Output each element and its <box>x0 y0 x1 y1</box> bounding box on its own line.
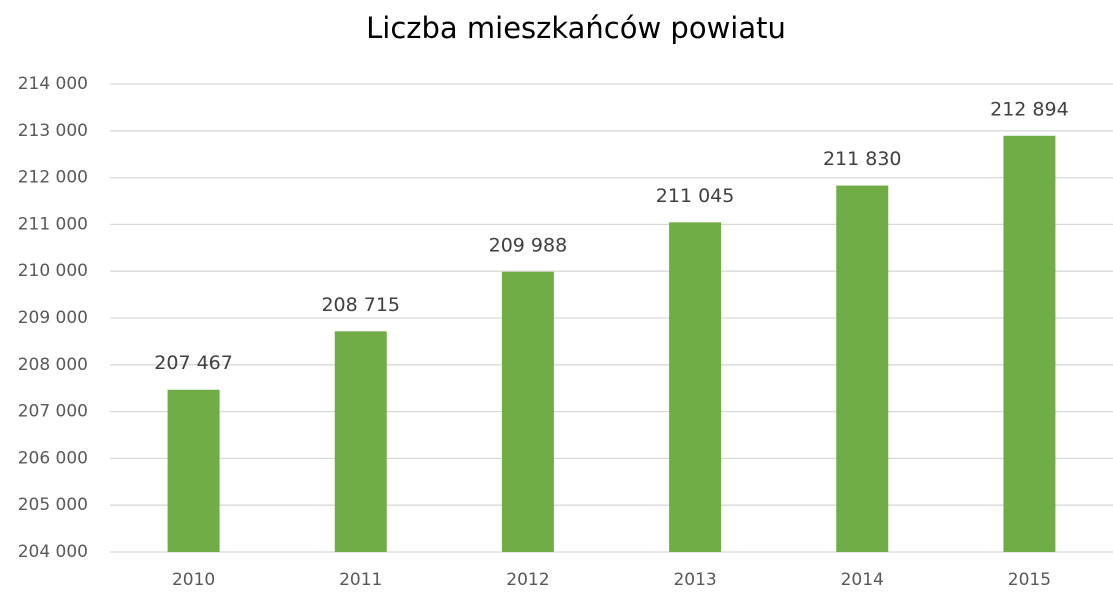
y-tick-label: 206 000 <box>18 448 88 468</box>
y-tick-label: 212 000 <box>18 168 88 188</box>
y-tick-label: 209 000 <box>18 308 88 328</box>
data-label: 212 894 <box>990 98 1069 120</box>
x-tick-label: 2011 <box>339 570 382 590</box>
data-label: 209 988 <box>489 234 568 256</box>
chart-title: Liczba mieszkańców powiatu <box>366 11 786 45</box>
x-tick-label: 2010 <box>172 570 215 590</box>
y-tick-label: 213 000 <box>18 121 88 141</box>
bar <box>167 389 220 552</box>
data-label: 211 045 <box>656 185 735 207</box>
y-tick-label: 211 000 <box>18 214 88 234</box>
bar <box>334 331 387 552</box>
data-label: 211 830 <box>823 148 902 170</box>
bar <box>836 185 889 552</box>
x-tick-label: 2014 <box>841 570 884 590</box>
bar <box>501 271 554 552</box>
y-tick-label: 207 000 <box>18 402 88 422</box>
data-label: 207 467 <box>154 352 233 374</box>
bar <box>669 222 722 552</box>
x-tick-label: 2012 <box>506 570 549 590</box>
x-tick-label: 2015 <box>1008 570 1051 590</box>
y-tick-label: 208 000 <box>18 355 88 375</box>
y-tick-label: 204 000 <box>18 542 88 562</box>
bar <box>1003 135 1056 552</box>
y-tick-label: 214 000 <box>18 74 88 94</box>
x-tick-label: 2013 <box>673 570 716 590</box>
y-tick-label: 205 000 <box>18 495 88 515</box>
data-label: 208 715 <box>321 294 400 316</box>
y-tick-label: 210 000 <box>18 261 88 281</box>
